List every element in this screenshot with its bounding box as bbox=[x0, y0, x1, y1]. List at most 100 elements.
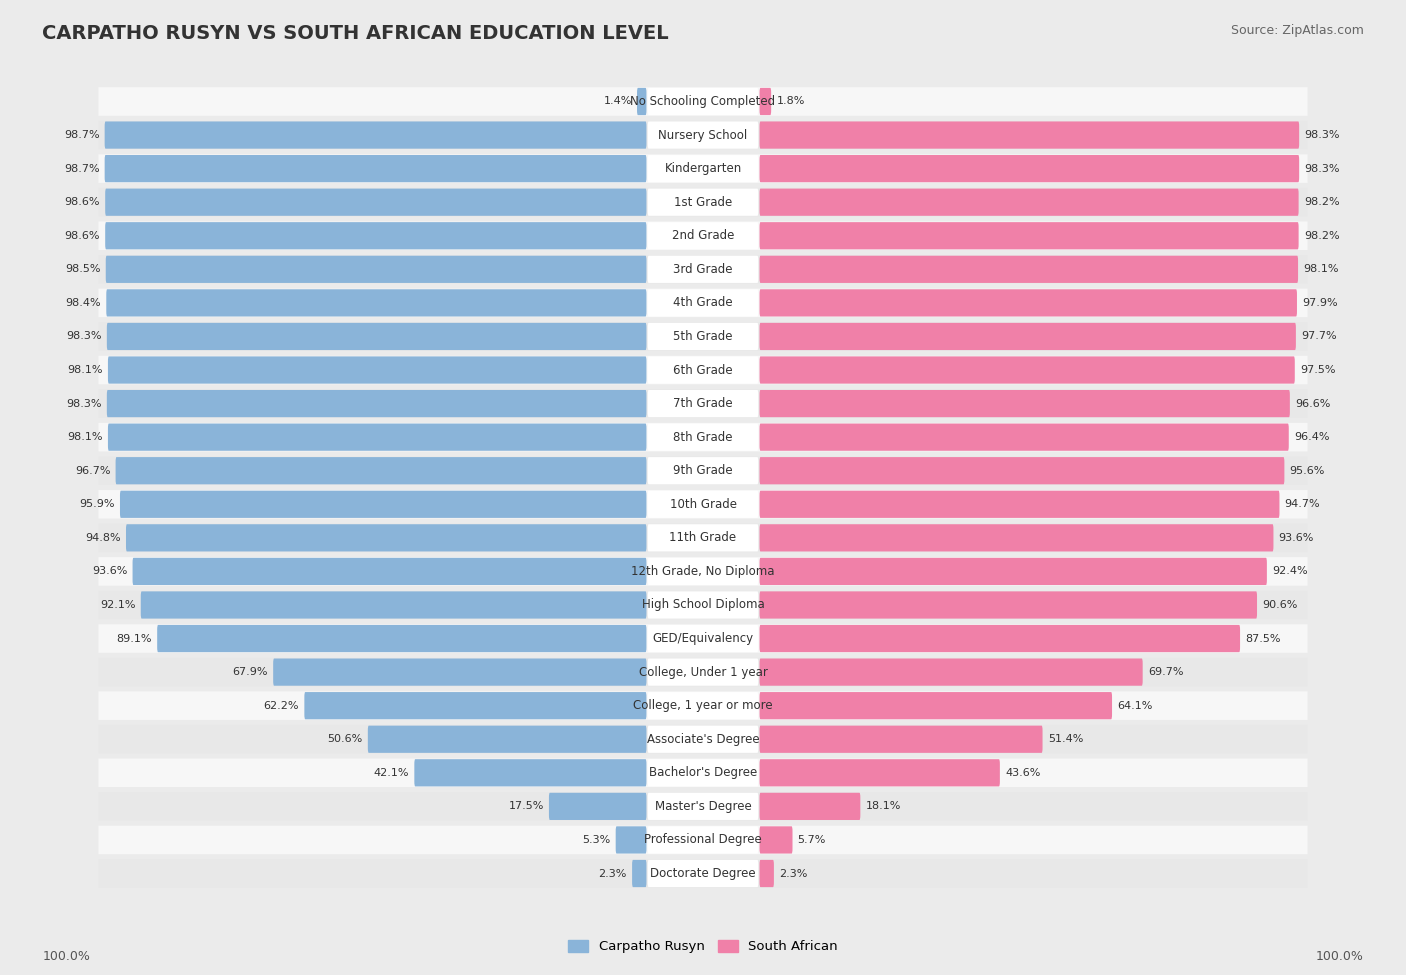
FancyBboxPatch shape bbox=[759, 290, 1296, 317]
FancyBboxPatch shape bbox=[108, 357, 647, 383]
Text: 62.2%: 62.2% bbox=[264, 701, 299, 711]
FancyBboxPatch shape bbox=[648, 122, 758, 148]
FancyBboxPatch shape bbox=[648, 592, 758, 618]
Text: 98.6%: 98.6% bbox=[65, 197, 100, 208]
FancyBboxPatch shape bbox=[648, 457, 758, 485]
FancyBboxPatch shape bbox=[98, 154, 1308, 183]
FancyBboxPatch shape bbox=[107, 390, 647, 417]
Text: 98.1%: 98.1% bbox=[1303, 264, 1339, 274]
FancyBboxPatch shape bbox=[759, 122, 1299, 148]
FancyBboxPatch shape bbox=[98, 389, 1308, 418]
FancyBboxPatch shape bbox=[759, 592, 1257, 618]
Text: 2.3%: 2.3% bbox=[779, 869, 807, 878]
FancyBboxPatch shape bbox=[759, 88, 770, 115]
FancyBboxPatch shape bbox=[98, 759, 1308, 787]
Text: 96.4%: 96.4% bbox=[1294, 432, 1330, 442]
Text: 2nd Grade: 2nd Grade bbox=[672, 229, 734, 242]
Text: 98.4%: 98.4% bbox=[66, 298, 101, 308]
FancyBboxPatch shape bbox=[548, 793, 647, 820]
FancyBboxPatch shape bbox=[648, 625, 758, 652]
FancyBboxPatch shape bbox=[759, 323, 1296, 350]
FancyBboxPatch shape bbox=[648, 290, 758, 317]
Text: 12th Grade, No Diploma: 12th Grade, No Diploma bbox=[631, 565, 775, 578]
FancyBboxPatch shape bbox=[759, 692, 1112, 720]
Text: CARPATHO RUSYN VS SOUTH AFRICAN EDUCATION LEVEL: CARPATHO RUSYN VS SOUTH AFRICAN EDUCATIO… bbox=[42, 24, 669, 43]
Text: 90.6%: 90.6% bbox=[1263, 600, 1298, 610]
FancyBboxPatch shape bbox=[759, 357, 1295, 383]
FancyBboxPatch shape bbox=[616, 827, 647, 853]
FancyBboxPatch shape bbox=[157, 625, 647, 652]
Legend: Carpatho Rusyn, South African: Carpatho Rusyn, South African bbox=[562, 935, 844, 958]
Text: 98.2%: 98.2% bbox=[1303, 231, 1340, 241]
FancyBboxPatch shape bbox=[108, 423, 647, 450]
Text: Nursery School: Nursery School bbox=[658, 129, 748, 141]
FancyBboxPatch shape bbox=[648, 793, 758, 820]
FancyBboxPatch shape bbox=[304, 692, 647, 720]
FancyBboxPatch shape bbox=[98, 859, 1308, 888]
Text: Professional Degree: Professional Degree bbox=[644, 834, 762, 846]
FancyBboxPatch shape bbox=[98, 423, 1308, 451]
FancyBboxPatch shape bbox=[98, 691, 1308, 720]
FancyBboxPatch shape bbox=[648, 760, 758, 787]
FancyBboxPatch shape bbox=[98, 87, 1308, 116]
Text: 97.7%: 97.7% bbox=[1301, 332, 1337, 341]
FancyBboxPatch shape bbox=[98, 624, 1308, 653]
Text: 96.6%: 96.6% bbox=[1295, 399, 1330, 409]
FancyBboxPatch shape bbox=[98, 557, 1308, 586]
FancyBboxPatch shape bbox=[648, 88, 758, 115]
FancyBboxPatch shape bbox=[98, 356, 1308, 384]
Text: Kindergarten: Kindergarten bbox=[665, 162, 741, 175]
Text: 2.3%: 2.3% bbox=[599, 869, 627, 878]
FancyBboxPatch shape bbox=[759, 390, 1289, 417]
Text: 94.8%: 94.8% bbox=[86, 533, 121, 543]
FancyBboxPatch shape bbox=[648, 222, 758, 250]
Text: College, 1 year or more: College, 1 year or more bbox=[633, 699, 773, 712]
FancyBboxPatch shape bbox=[759, 155, 1299, 182]
FancyBboxPatch shape bbox=[415, 760, 647, 787]
Text: 98.1%: 98.1% bbox=[67, 365, 103, 375]
FancyBboxPatch shape bbox=[98, 725, 1308, 754]
FancyBboxPatch shape bbox=[637, 88, 647, 115]
Text: 8th Grade: 8th Grade bbox=[673, 431, 733, 444]
Text: 92.4%: 92.4% bbox=[1272, 566, 1308, 576]
FancyBboxPatch shape bbox=[98, 456, 1308, 485]
Text: 5th Grade: 5th Grade bbox=[673, 330, 733, 343]
Text: 4th Grade: 4th Grade bbox=[673, 296, 733, 309]
Text: 10th Grade: 10th Grade bbox=[669, 498, 737, 511]
FancyBboxPatch shape bbox=[648, 827, 758, 853]
FancyBboxPatch shape bbox=[98, 591, 1308, 619]
Text: 69.7%: 69.7% bbox=[1147, 667, 1184, 677]
Text: 94.7%: 94.7% bbox=[1285, 499, 1320, 509]
FancyBboxPatch shape bbox=[648, 390, 758, 417]
FancyBboxPatch shape bbox=[759, 255, 1298, 283]
FancyBboxPatch shape bbox=[104, 155, 647, 182]
FancyBboxPatch shape bbox=[648, 658, 758, 685]
FancyBboxPatch shape bbox=[98, 658, 1308, 686]
FancyBboxPatch shape bbox=[759, 827, 793, 853]
FancyBboxPatch shape bbox=[98, 792, 1308, 821]
Text: 98.2%: 98.2% bbox=[1303, 197, 1340, 208]
FancyBboxPatch shape bbox=[141, 592, 647, 618]
Text: No Schooling Completed: No Schooling Completed bbox=[630, 95, 776, 108]
FancyBboxPatch shape bbox=[273, 658, 647, 685]
Text: 93.6%: 93.6% bbox=[1278, 533, 1315, 543]
Text: 98.6%: 98.6% bbox=[65, 231, 100, 241]
FancyBboxPatch shape bbox=[759, 558, 1267, 585]
Text: High School Diploma: High School Diploma bbox=[641, 599, 765, 611]
Text: 100.0%: 100.0% bbox=[1316, 951, 1364, 963]
FancyBboxPatch shape bbox=[759, 457, 1285, 485]
Text: 5.7%: 5.7% bbox=[797, 835, 827, 845]
FancyBboxPatch shape bbox=[120, 490, 647, 518]
FancyBboxPatch shape bbox=[759, 625, 1240, 652]
Text: 98.7%: 98.7% bbox=[63, 130, 100, 140]
FancyBboxPatch shape bbox=[648, 525, 758, 552]
FancyBboxPatch shape bbox=[759, 222, 1299, 250]
FancyBboxPatch shape bbox=[648, 323, 758, 350]
Text: 98.3%: 98.3% bbox=[66, 399, 101, 409]
Text: 92.1%: 92.1% bbox=[100, 600, 135, 610]
FancyBboxPatch shape bbox=[98, 524, 1308, 552]
FancyBboxPatch shape bbox=[759, 860, 773, 887]
Text: 18.1%: 18.1% bbox=[866, 801, 901, 811]
Text: 1.4%: 1.4% bbox=[603, 97, 631, 106]
FancyBboxPatch shape bbox=[759, 423, 1289, 450]
